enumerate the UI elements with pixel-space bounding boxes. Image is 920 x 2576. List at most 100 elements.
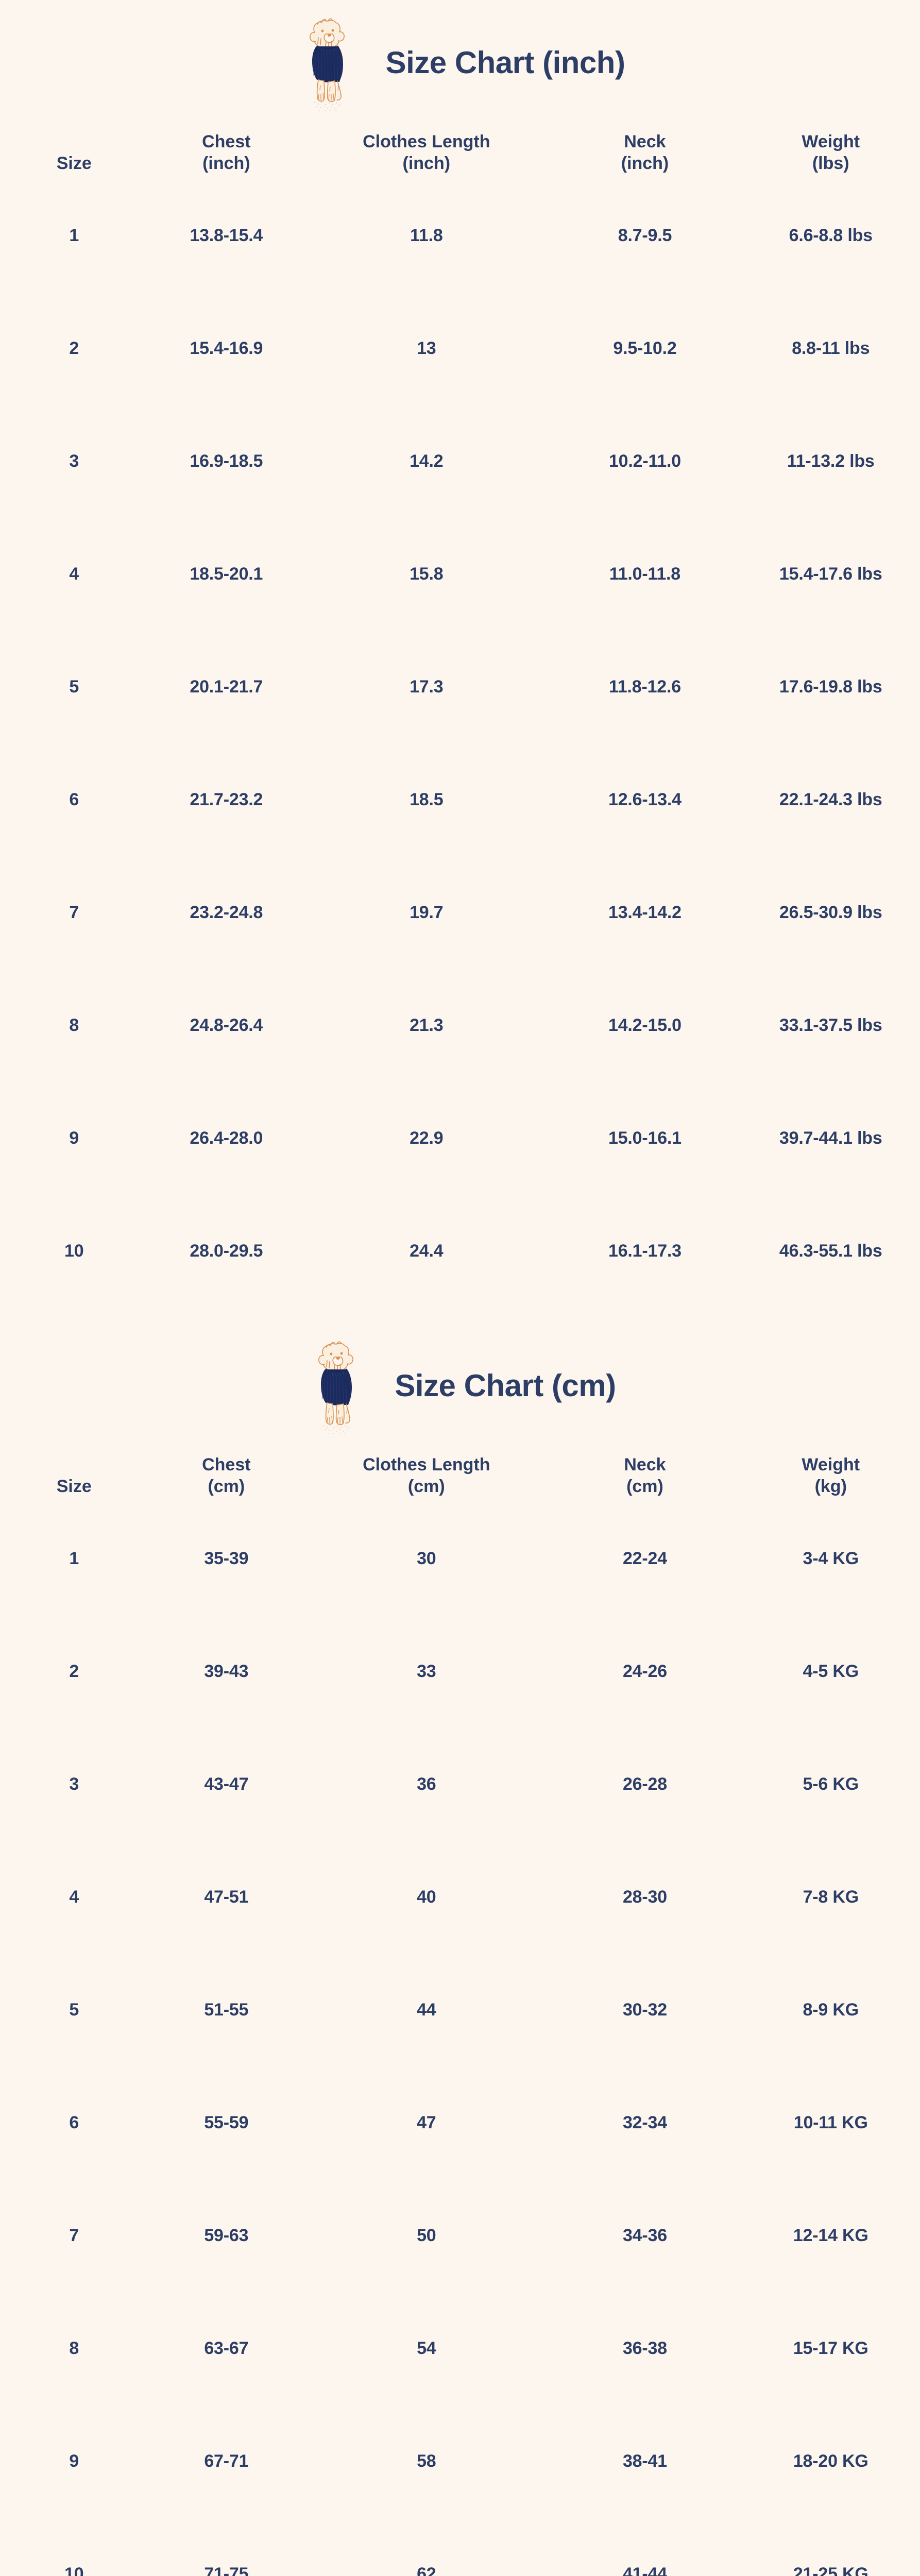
cell-neck: 15.0-16.1: [608, 1128, 682, 1148]
cell-weight: 5-6 KG: [803, 1774, 859, 1794]
column-header-weight-label: Weight: [802, 1455, 860, 1475]
cell-weight: 17.6-19.8 lbs: [779, 677, 882, 697]
column-header-clothes-length: Clothes Length (inch): [304, 115, 548, 179]
column-header-neck: Neck (cm): [548, 1438, 741, 1502]
cell-clothes-length: 14.2: [410, 451, 444, 471]
cell-clothes-length: 50: [417, 2226, 436, 2245]
table-row: 3 16.9-18.5 14.2 10.2-11.0 11-13.2 lbs: [0, 405, 920, 518]
cell-clothes-length: 24.4: [410, 1241, 444, 1261]
cell-chest: 35-39: [204, 1549, 249, 1568]
column-header-neck-unit: (cm): [626, 1476, 663, 1496]
cell-clothes-length: 47: [417, 2113, 436, 2132]
table-row: 8 24.8-26.4 21.3 14.2-15.0 33.1-37.5 lbs: [0, 969, 920, 1082]
column-header-weight-unit: (kg): [814, 1476, 847, 1496]
cell-size: 5: [69, 677, 79, 697]
cell-weight: 4-5 KG: [803, 1662, 859, 1681]
cell-weight: 39.7-44.1 lbs: [779, 1128, 882, 1148]
cell-weight: 6.6-8.8 lbs: [789, 226, 873, 245]
column-header-chest-unit: (inch): [202, 153, 250, 173]
cell-clothes-length: 21.3: [410, 1015, 444, 1035]
cell-clothes-length: 30: [417, 1549, 436, 1568]
cell-weight: 15-17 KG: [793, 2338, 868, 2358]
section-spacer: [0, 1308, 920, 1337]
cell-neck: 22-24: [622, 1549, 667, 1568]
table-row: 4 47-51 40 28-30 7-8 KG: [0, 1841, 920, 1954]
cell-chest: 39-43: [204, 1662, 249, 1681]
cell-neck: 36-38: [622, 2338, 667, 2358]
column-header-clothes-length: Clothes Length (cm): [304, 1438, 548, 1502]
cell-size: 5: [69, 2000, 79, 2020]
column-header-size: Size: [0, 1438, 148, 1502]
cell-weight: 8-9 KG: [803, 2000, 859, 2020]
size-table-cm: Size Chest (cm) Clothes Length (cm) Neck…: [0, 1438, 920, 2576]
cell-neck: 16.1-17.3: [608, 1241, 682, 1261]
size-chart-cm-section: Size Chart (cm) Size Chest (cm) Clothes …: [0, 1337, 920, 2576]
cell-chest: 18.5-20.1: [190, 564, 263, 584]
cell-size: 7: [69, 2226, 79, 2245]
cell-clothes-length: 44: [417, 2000, 436, 2020]
table-row: 4 18.5-20.1 15.8 11.0-11.8 15.4-17.6 lbs: [0, 518, 920, 631]
cell-chest: 59-63: [204, 2226, 249, 2245]
size-chart-inch-section: Size Chart (inch) Size Chest (inch) Clot…: [0, 14, 920, 1308]
cell-neck: 11.8-12.6: [608, 677, 681, 697]
cell-size: 4: [69, 564, 79, 584]
cell-size: 10: [64, 2564, 84, 2576]
table-row: 3 43-47 36 26-28 5-6 KG: [0, 1728, 920, 1841]
table-row: 10 28.0-29.5 24.4 16.1-17.3 46.3-55.1 lbs: [0, 1195, 920, 1308]
table-row: 9 67-71 58 38-41 18-20 KG: [0, 2405, 920, 2518]
cell-weight: 8.8-11 lbs: [792, 338, 870, 358]
cell-clothes-length: 62: [417, 2564, 436, 2576]
column-header-chest: Chest (inch): [148, 115, 305, 179]
cell-clothes-length: 19.7: [410, 903, 444, 922]
table-row: 5 51-55 44 30-32 8-9 KG: [0, 1954, 920, 2066]
column-header-size-label: Size: [56, 1476, 92, 1496]
table-row: 2 39-43 33 24-26 4-5 KG: [0, 1615, 920, 1728]
column-header-weight-unit: (lbs): [812, 153, 849, 173]
cell-neck: 10.2-11.0: [608, 451, 681, 471]
cell-neck: 13.4-14.2: [608, 903, 682, 922]
cell-neck: 41-44: [622, 2564, 667, 2576]
page-title-inch: Size Chart (inch): [385, 45, 625, 80]
table-row: 6 55-59 47 32-34 10-11 KG: [0, 2066, 920, 2179]
cell-weight: 3-4 KG: [803, 1549, 859, 1568]
cell-size: 7: [69, 903, 79, 922]
cell-clothes-length: 11.8: [410, 226, 443, 245]
cell-size: 1: [69, 226, 79, 245]
cell-chest: 23.2-24.8: [190, 903, 263, 922]
cell-clothes-length: 15.8: [410, 564, 444, 584]
cell-clothes-length: 33: [417, 1662, 436, 1681]
cell-clothes-length: 58: [417, 2451, 436, 2471]
cell-clothes-length: 40: [417, 1887, 436, 1907]
cell-neck: 12.6-13.4: [608, 790, 682, 809]
cell-size: 4: [69, 1887, 79, 1907]
table-row: 5 20.1-21.7 17.3 11.8-12.6 17.6-19.8 lbs: [0, 631, 920, 743]
column-header-neck-label: Neck: [624, 1455, 666, 1475]
cell-chest: 21.7-23.2: [190, 790, 263, 809]
cell-weight: 12-14 KG: [793, 2226, 868, 2245]
dog-in-sweater-icon: [309, 18, 345, 111]
size-table-cm-body: 1 35-39 30 22-24 3-4 KG 2 39-43 33 24-26 4-5 KG …: [0, 1502, 920, 2576]
column-header-weight: Weight (kg): [741, 1438, 920, 1502]
cell-neck: 24-26: [622, 1662, 667, 1681]
cell-chest: 20.1-21.7: [190, 677, 263, 697]
size-table-inch: Size Chest (inch) Clothes Length (inch) …: [0, 115, 920, 1308]
table-row: 7 23.2-24.8 19.7 13.4-14.2 26.5-30.9 lbs: [0, 856, 920, 969]
column-header-neck-unit: (inch): [621, 153, 669, 173]
cell-size: 10: [64, 1241, 84, 1261]
cell-clothes-length: 54: [417, 2338, 436, 2358]
column-header-weight: Weight (lbs): [741, 115, 920, 179]
cell-weight: 7-8 KG: [803, 1887, 859, 1907]
table-row: 10 71-75 62 41-44 21-25 KG: [0, 2518, 920, 2576]
table-row: 6 21.7-23.2 18.5 12.6-13.4 22.1-24.3 lbs: [0, 743, 920, 856]
table-row: 7 59-63 50 34-36 12-14 KG: [0, 2179, 920, 2292]
cell-chest: 26.4-28.0: [190, 1128, 263, 1148]
cell-neck: 32-34: [622, 2113, 667, 2132]
cell-clothes-length: 36: [417, 1774, 436, 1794]
cell-chest: 55-59: [204, 2113, 249, 2132]
cell-size: 6: [69, 790, 79, 809]
cell-size: 9: [69, 1128, 79, 1148]
cell-neck: 34-36: [622, 2226, 667, 2245]
column-header-size-label: Size: [56, 153, 92, 173]
cell-neck: 9.5-10.2: [613, 338, 677, 358]
chart-title-block-inch: Size Chart (inch): [0, 14, 920, 115]
